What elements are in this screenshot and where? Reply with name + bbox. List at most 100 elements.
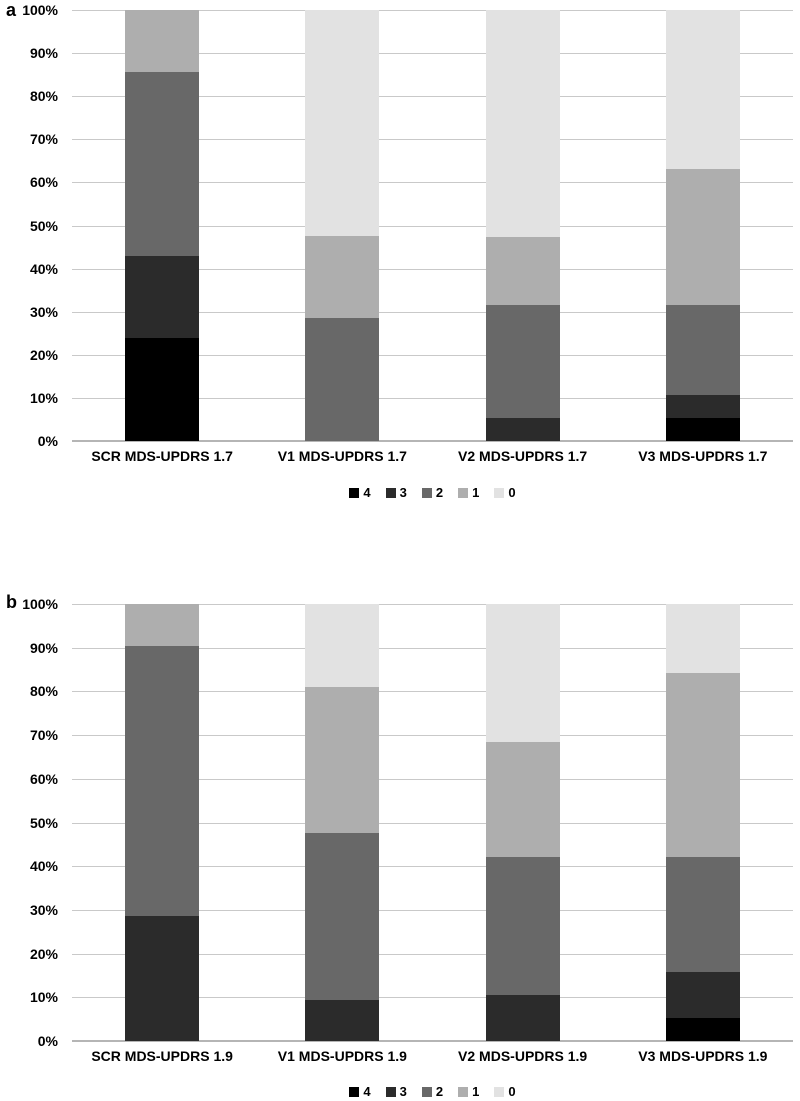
y-tick-label: 70% — [29, 131, 58, 148]
y-tick-label: 10% — [29, 989, 58, 1006]
y-tick-label: 40% — [29, 858, 58, 875]
legend-label: 0 — [508, 485, 516, 500]
legend-swatch — [458, 1086, 469, 1097]
legend-swatch — [494, 1086, 505, 1097]
legend-swatch — [421, 1086, 432, 1097]
y-tick-label: 60% — [29, 770, 58, 787]
stacked-bar — [125, 604, 200, 1041]
bar-segment-score-2 — [665, 304, 740, 396]
legend: 4 3 2 1 0 — [72, 485, 793, 500]
legend-label: 0 — [508, 1084, 516, 1099]
gridline — [72, 354, 793, 356]
legend-label: 3 — [399, 1084, 407, 1099]
y-tick-label: 50% — [29, 217, 58, 234]
y-tick-label: 0% — [37, 1033, 58, 1049]
bar-segment-score-2 — [665, 857, 740, 972]
gridline — [72, 96, 793, 98]
stacked-bar — [665, 10, 740, 441]
category-label: V1 MDS-UPDRS 1.9 — [277, 1048, 407, 1064]
bar-segment-score-3 — [305, 999, 380, 1041]
gridline — [72, 1040, 793, 1042]
legend-swatch — [458, 487, 469, 498]
gridline — [72, 953, 793, 955]
gridline — [72, 53, 793, 55]
bar-segment-score-0 — [305, 604, 380, 688]
y-tick-label: 90% — [29, 45, 58, 62]
gridline — [72, 139, 793, 141]
y-tick-label: 80% — [29, 88, 58, 105]
legend-label: 4 — [363, 485, 371, 500]
panel-b-label: b — [6, 592, 17, 612]
bar-segment-score-3 — [665, 395, 740, 419]
gridline — [72, 997, 793, 999]
bar-segment-score-1 — [305, 235, 380, 318]
legend-item-2: 2 — [421, 1084, 444, 1099]
bar-segment-score-2 — [485, 857, 560, 996]
bar-segment-score-2 — [125, 645, 200, 917]
y-tick-label: 10% — [29, 389, 58, 406]
legend-item-3: 3 — [385, 1084, 407, 1099]
legend-item-0: 0 — [494, 485, 516, 500]
bar-segment-score-4 — [665, 418, 740, 441]
legend-item-1: 1 — [458, 485, 479, 500]
legend-swatch — [385, 487, 396, 498]
legend-label: 2 — [435, 1084, 444, 1099]
x-axis-category-labels: SCR MDS-UPDRS 1.7 V1 MDS-UPDRS 1.7 V2 MDS-… — [72, 448, 793, 464]
bar-segment-score-1 — [665, 673, 740, 858]
plot-area — [72, 10, 793, 442]
category-label: SCR MDS-UPDRS 1.9 — [91, 1048, 233, 1064]
category-label: V2 MDS-UPDRS 1.9 — [458, 1048, 588, 1064]
legend-item-4: 4 — [349, 1084, 371, 1099]
gridline — [72, 440, 793, 442]
gridline — [72, 397, 793, 399]
bar-segment-score-1 — [305, 687, 380, 833]
bar-segment-score-3 — [125, 916, 200, 1041]
plot-area — [72, 604, 793, 1042]
y-tick-label: 20% — [29, 945, 58, 962]
y-axis: 100% 90% 80% 70% 60% 50% 40% 30% 20% 10% 0% — [0, 2, 58, 449]
category-label: V3 MDS-UPDRS 1.7 — [638, 448, 768, 464]
bar-segment-score-3 — [485, 995, 560, 1041]
bar-segment-score-1 — [125, 10, 200, 72]
legend-swatch — [421, 487, 432, 498]
stacked-bar — [665, 604, 740, 1041]
x-axis-category-labels: SCR MDS-UPDRS 1.9 V1 MDS-UPDRS 1.9 V2 MDS-… — [72, 1048, 793, 1064]
legend-label: 1 — [472, 485, 480, 500]
legend-label: 4 — [363, 1084, 371, 1099]
stacked-bar — [485, 10, 560, 441]
y-tick-label: 70% — [29, 727, 58, 744]
bar-segment-score-0 — [665, 604, 740, 674]
legend-label: 2 — [435, 485, 444, 500]
y-tick-label: 40% — [29, 260, 58, 277]
legend: 4 3 2 1 0 — [72, 1084, 793, 1099]
gridline — [72, 822, 793, 824]
legend-item-3: 3 — [385, 485, 407, 500]
gridline — [72, 909, 793, 911]
bar-segment-score-3 — [665, 971, 740, 1018]
legend-item-4: 4 — [349, 485, 371, 500]
legend-swatch — [349, 1086, 360, 1097]
category-label: V3 MDS-UPDRS 1.9 — [638, 1048, 768, 1064]
y-axis: 100% 90% 80% 70% 60% 50% 40% 30% 20% 10% 0% — [0, 596, 58, 1049]
stacked-bar — [485, 604, 560, 1041]
panel-a-label: a — [6, 0, 17, 20]
legend-swatch — [494, 487, 505, 498]
bar-segment-score-2 — [305, 317, 380, 441]
category-label: SCR MDS-UPDRS 1.7 — [91, 448, 233, 464]
gridline — [72, 604, 793, 605]
legend-label: 3 — [399, 485, 407, 500]
category-label: V2 MDS-UPDRS 1.7 — [458, 448, 588, 464]
bar-segment-score-4 — [665, 1017, 740, 1041]
bar-segment-score-0 — [485, 10, 560, 237]
legend-swatch — [385, 1086, 396, 1097]
bar-segment-score-0 — [665, 10, 740, 169]
gridline — [72, 647, 793, 649]
bar-segment-score-4 — [125, 338, 200, 441]
gridline — [72, 311, 793, 313]
y-tick-label: 60% — [29, 174, 58, 191]
gridline — [72, 778, 793, 780]
bar-segment-score-1 — [665, 168, 740, 305]
gridline — [72, 735, 793, 737]
stacked-bar — [305, 604, 380, 1041]
